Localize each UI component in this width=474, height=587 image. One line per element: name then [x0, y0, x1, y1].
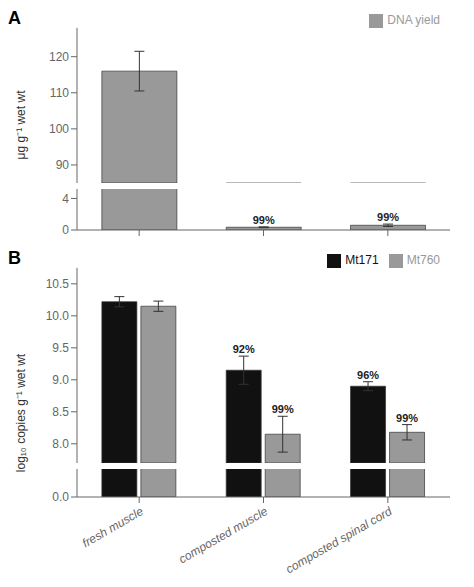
svg-text:99%: 99%: [272, 403, 294, 415]
svg-text:fresh muscle: fresh muscle: [80, 504, 146, 550]
svg-text:100: 100: [49, 122, 69, 136]
svg-text:99%: 99%: [377, 211, 399, 223]
svg-text:92%: 92%: [233, 343, 255, 355]
svg-text:8.0: 8.0: [52, 437, 69, 451]
svg-text:120: 120: [49, 50, 69, 64]
svg-text:composted spinal cord: composted spinal cord: [283, 504, 394, 576]
svg-text:90: 90: [56, 158, 70, 172]
html-text:Mt171: Mt171: [345, 253, 379, 267]
svg-text:8.5: 8.5: [52, 405, 69, 419]
svg-text:99%: 99%: [396, 412, 418, 424]
svg-text:10.0: 10.0: [46, 309, 70, 323]
html-text:A: A: [8, 8, 21, 28]
svg-text:0.0: 0.0: [52, 490, 69, 504]
svg-text:9.0: 9.0: [52, 373, 69, 387]
html-text:log₁₀ copies g⁻¹ wet wt: log₁₀ copies g⁻¹ wet wt: [13, 353, 28, 472]
svg-text:10.5: 10.5: [46, 277, 70, 291]
svg-text:99%: 99%: [253, 214, 275, 226]
html-text:μg g⁻¹ wet wt: μg g⁻¹ wet wt: [13, 90, 28, 160]
svg-text:110: 110: [50, 86, 69, 100]
svg-text:0: 0: [62, 223, 69, 237]
svg-text:9.5: 9.5: [52, 341, 69, 355]
svg-text:4: 4: [62, 192, 69, 206]
svg-text:composted muscle: composted muscle: [176, 504, 270, 566]
html-text:DNA yield: DNA yield: [387, 13, 440, 27]
html-text:Mt760: Mt760: [406, 253, 440, 267]
html-text:B: B: [8, 248, 21, 268]
svg-text:96%: 96%: [357, 369, 379, 381]
